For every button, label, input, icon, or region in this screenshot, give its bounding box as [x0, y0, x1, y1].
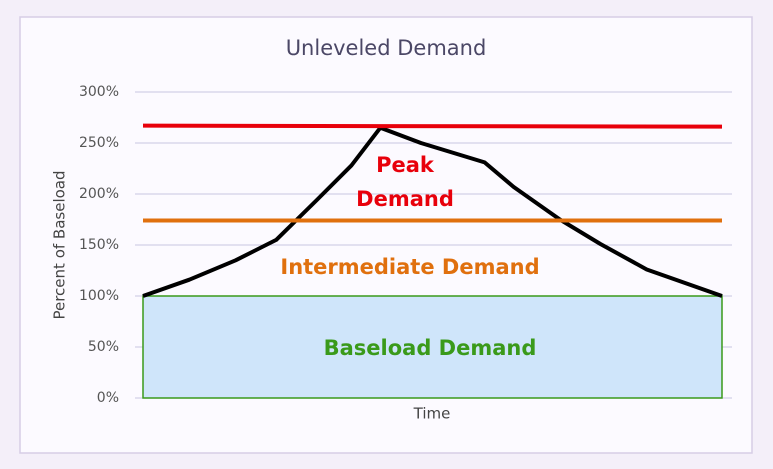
x-axis-label: Time [413, 405, 451, 423]
y-tick-label: 300% [79, 84, 119, 100]
y-tick-label: 250% [79, 135, 119, 151]
y-axis-label: Percent of Baseload [51, 170, 69, 319]
y-tick-label: 200% [79, 186, 119, 202]
y-tick-label: 50% [88, 339, 119, 355]
y-tick-label: 150% [79, 237, 119, 253]
line [142, 123, 723, 129]
series-label: Baseload Demand [323, 336, 537, 360]
y-tick-label: 0% [97, 390, 119, 406]
y-tick-label: 100% [79, 288, 119, 304]
chart-title: Unleveled Demand [286, 36, 487, 60]
series-label: Intermediate Demand [280, 255, 540, 279]
series-label: Peak Demand [356, 153, 454, 211]
line [142, 125, 723, 298]
